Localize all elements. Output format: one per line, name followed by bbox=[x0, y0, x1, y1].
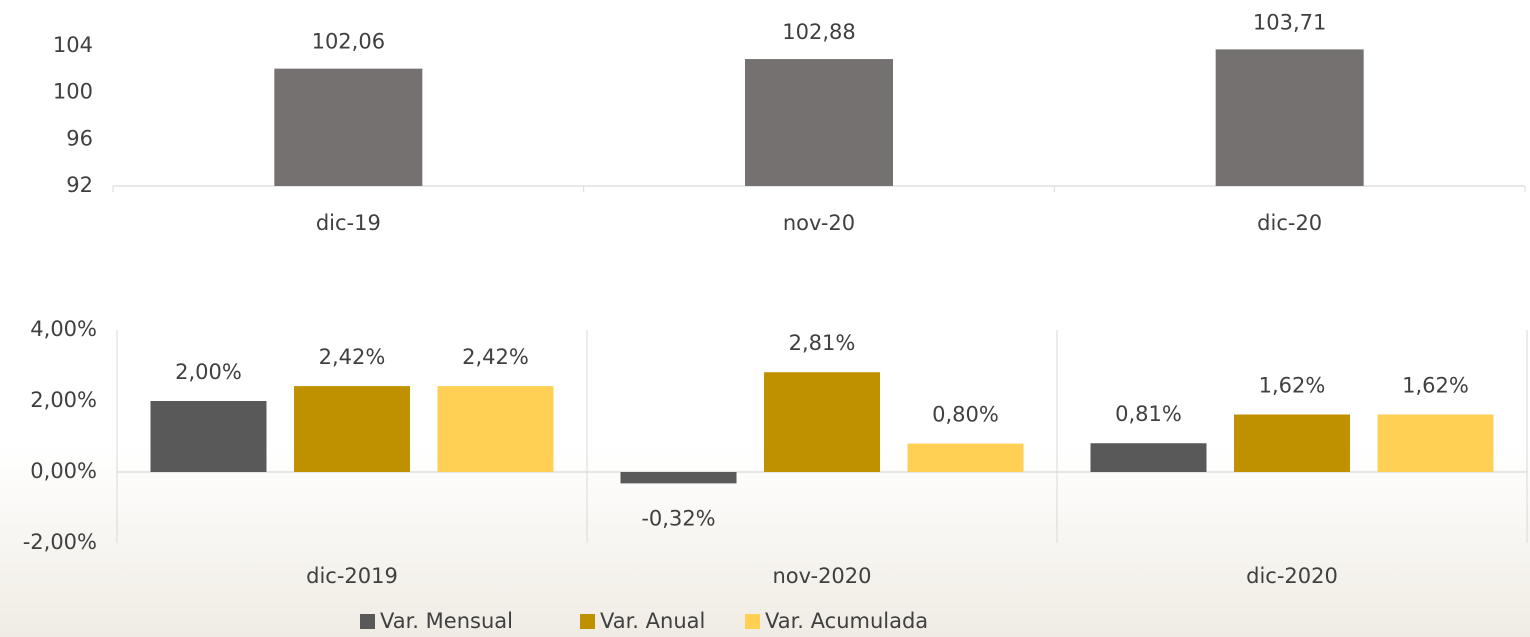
data-label: 1,62% bbox=[1259, 373, 1326, 397]
y-tick-label: -2,00% bbox=[23, 530, 97, 554]
data-label: 102,06 bbox=[312, 30, 385, 54]
x-tick-label: dic-19 bbox=[316, 211, 381, 235]
data-label: 2,81% bbox=[789, 331, 856, 355]
y-tick-label: 100 bbox=[53, 80, 93, 104]
data-label: 2,42% bbox=[319, 345, 386, 369]
bar bbox=[294, 386, 410, 472]
y-tick-label: 2,00% bbox=[30, 388, 97, 412]
legend-label: Var. Anual bbox=[600, 609, 705, 633]
data-label: 0,80% bbox=[932, 403, 999, 427]
data-label: 102,88 bbox=[782, 20, 855, 44]
x-tick-label: dic-2020 bbox=[1246, 564, 1338, 588]
data-label: 1,62% bbox=[1402, 373, 1469, 397]
bar bbox=[1377, 414, 1494, 472]
bar bbox=[620, 472, 737, 484]
bar bbox=[764, 372, 880, 472]
data-label: -0,32% bbox=[641, 506, 715, 530]
y-tick-label: 104 bbox=[53, 33, 93, 57]
bar bbox=[1090, 443, 1207, 472]
x-tick-label: dic-20 bbox=[1257, 211, 1322, 235]
y-tick-label: 92 bbox=[66, 173, 93, 197]
y-tick-label: 96 bbox=[66, 126, 93, 150]
bar bbox=[437, 386, 554, 472]
bar bbox=[1234, 414, 1350, 472]
legend-swatch bbox=[745, 614, 760, 629]
bar bbox=[1215, 49, 1364, 187]
data-label: 2,00% bbox=[175, 360, 242, 384]
data-label: 2,42% bbox=[462, 345, 529, 369]
x-tick-label: dic-2019 bbox=[306, 564, 398, 588]
legend-swatch bbox=[580, 614, 595, 629]
legend-label: Var. Acumulada bbox=[765, 609, 928, 633]
bar bbox=[907, 443, 1024, 472]
data-label: 103,71 bbox=[1253, 10, 1326, 34]
bar bbox=[274, 68, 423, 186]
legend-label: Var. Mensual bbox=[380, 609, 513, 633]
x-tick-label: nov-2020 bbox=[772, 564, 871, 588]
legend-swatch bbox=[360, 614, 375, 629]
y-tick-label: 4,00% bbox=[30, 317, 97, 341]
data-label: 0,81% bbox=[1115, 402, 1182, 426]
bar bbox=[150, 401, 267, 472]
y-tick-label: 0,00% bbox=[30, 459, 97, 483]
x-tick-label: nov-20 bbox=[783, 211, 855, 235]
bar bbox=[745, 59, 893, 186]
